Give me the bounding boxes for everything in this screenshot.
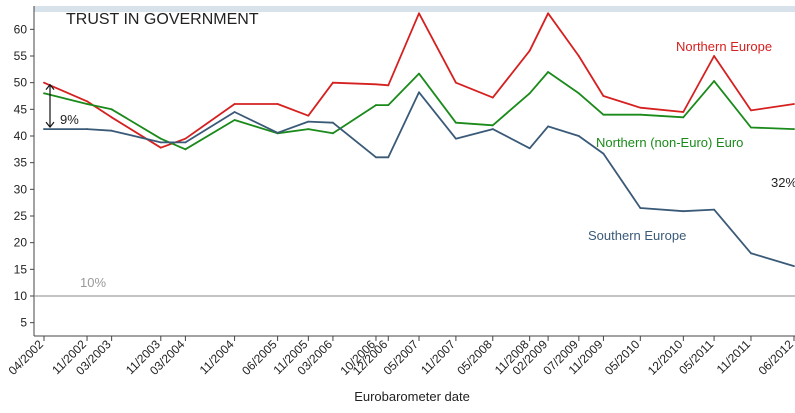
series-label-northern-non-euro: Northern (non-Euro) Euro [596,135,743,150]
series-1-point [375,104,377,106]
series-2-point [491,128,494,130]
y-tick-label: 55 [14,49,28,63]
plot-area [34,12,795,336]
reference-line-label: 10% [80,275,106,290]
y-tick-label: 5 [20,316,27,330]
series-1-point [184,148,187,151]
series-2-point [454,137,457,140]
y-tick-label: 40 [14,129,28,143]
series-0-point [43,81,45,84]
series-2-point [110,129,113,132]
series-0-point [86,100,88,103]
series-0-point [307,114,310,117]
series-label-northern-europe: Northern Europe [676,39,772,54]
y-tick-label: 25 [14,209,28,223]
series-0-point [793,103,795,105]
series-2-point [602,152,605,155]
series-0-point [454,81,457,84]
series-2-point [43,128,45,130]
series-0-point [387,84,390,87]
series-1-point [750,126,752,129]
series-2-point [184,141,187,144]
series-0-point [713,55,715,57]
series-2-point [375,156,377,159]
series-1-point [454,121,457,124]
series-0-point [547,12,549,15]
y-tick-label: 10 [14,289,28,303]
series-layer [43,12,795,268]
series-0-point [577,55,580,57]
series-1-point [307,128,310,130]
y-tick-label: 45 [14,102,28,116]
series-0-point [110,116,113,119]
series-1-point [793,128,795,130]
series-0-point [375,83,377,86]
plot-top-border [34,6,795,12]
series-2-point [307,120,310,123]
gap-bracket-label: 9% [60,112,79,127]
y-tick-label: 50 [14,76,28,90]
series-1-point [713,80,715,82]
series-0-point [418,12,420,15]
series-1-point [159,137,162,140]
y-tick-label: 35 [14,156,28,170]
series-2-point [713,208,715,211]
series-0-point [184,137,187,140]
series-0-point [528,49,531,52]
series-2-point [276,131,279,134]
series-1-point [86,103,88,105]
series-0-point [602,95,605,97]
series-0-point [682,111,685,113]
series-1-point [577,92,580,95]
series-2-point [639,207,642,209]
series-2-point [577,135,580,137]
series-1-point [43,92,45,95]
gap-bracket-arrow-top [45,83,55,91]
series-1-point [332,132,334,135]
y-tick-label: 15 [14,262,28,276]
gap-bracket-arrow-bottom [45,121,55,129]
series-2-point [86,128,88,130]
series-2-point [750,252,752,255]
series-1-point [528,92,531,95]
series-1-point [233,119,236,121]
series-2-point [233,111,236,113]
series-0-point [491,96,494,99]
right-gap-label: 32% [771,175,795,190]
series-1-point [682,116,685,119]
series-1-point [602,113,605,116]
y-axis-ticks: 5 10 15 20 25 30 35 40 45 50 55 60 [14,22,34,330]
series-2-point [159,141,162,144]
x-axis-title: Eurobarometer date [354,389,470,404]
series-0-point [276,103,279,105]
series-0-point [332,81,334,84]
series-1-point [110,108,113,111]
series-0-point [159,146,162,149]
series-0-point [750,109,752,112]
y-tick-label: 60 [14,22,28,36]
series-2-point [682,210,685,213]
series-1-point [491,124,494,127]
y-tick-label: 20 [14,236,28,250]
series-2-point [528,147,531,150]
series-1-point [639,113,642,116]
series-0-point [639,106,642,109]
series-label-southern-europe: Southern Europe [588,228,686,243]
series-0-point [233,103,236,105]
series-2-point [387,156,390,159]
series-2-point [332,121,334,124]
series-2-point [418,91,420,94]
series-2-point [793,265,795,268]
y-tick-label: 30 [14,182,28,196]
series-1-point [418,72,420,75]
series-1-point [387,104,390,106]
series-2-point [547,125,549,128]
gap-bracket [45,83,55,129]
series-1-point [547,71,549,73]
chart-title: TRUST IN GOVERNMENT [66,11,259,28]
